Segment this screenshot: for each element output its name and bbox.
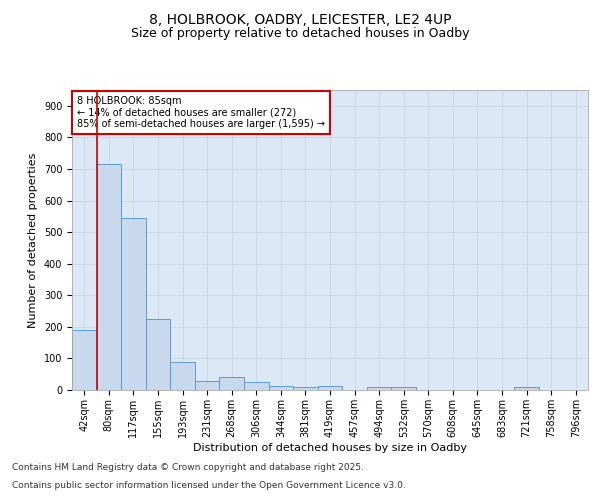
Text: 8, HOLBROOK, OADBY, LEICESTER, LE2 4UP: 8, HOLBROOK, OADBY, LEICESTER, LE2 4UP [149, 12, 451, 26]
Text: Size of property relative to detached houses in Oadby: Size of property relative to detached ho… [131, 28, 469, 40]
Bar [146, 319, 170, 390]
Bar [367, 388, 391, 390]
Bar [195, 380, 220, 390]
Bar [318, 386, 342, 390]
Bar [514, 387, 539, 390]
X-axis label: Distribution of detached houses by size in Oadby: Distribution of detached houses by size … [193, 442, 467, 452]
Bar [244, 382, 269, 390]
Bar [121, 218, 146, 390]
Bar [220, 378, 244, 390]
Bar [269, 386, 293, 390]
Text: Contains HM Land Registry data © Crown copyright and database right 2025.: Contains HM Land Registry data © Crown c… [12, 464, 364, 472]
Bar [72, 330, 97, 390]
Text: 8 HOLBROOK: 85sqm
← 14% of detached houses are smaller (272)
85% of semi-detache: 8 HOLBROOK: 85sqm ← 14% of detached hous… [77, 96, 325, 129]
Text: Contains public sector information licensed under the Open Government Licence v3: Contains public sector information licen… [12, 481, 406, 490]
Bar [391, 388, 416, 390]
Bar [170, 362, 195, 390]
Bar [97, 164, 121, 390]
Bar [293, 387, 318, 390]
Y-axis label: Number of detached properties: Number of detached properties [28, 152, 38, 328]
